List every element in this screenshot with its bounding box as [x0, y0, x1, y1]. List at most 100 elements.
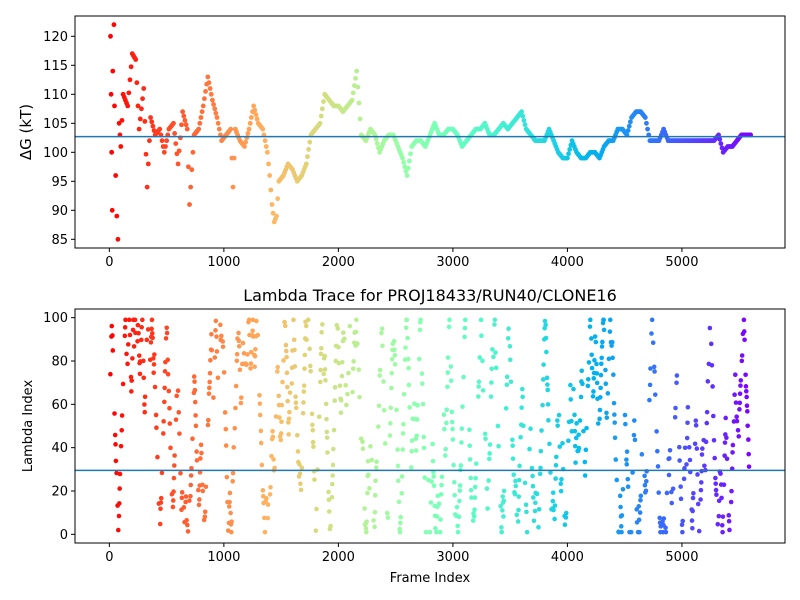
lambda-point — [744, 394, 749, 400]
lambda-point — [170, 504, 176, 510]
lambda-point — [613, 457, 619, 462]
lambda-point — [430, 458, 436, 464]
lambda-x-label: Frame Index — [390, 571, 471, 586]
lambda-point — [592, 334, 598, 339]
lambda-point — [614, 477, 620, 483]
lambda-point — [339, 373, 345, 379]
lambda-point — [310, 427, 316, 433]
dg-point — [275, 196, 281, 202]
lambda-point — [287, 390, 293, 395]
lambda-point — [403, 345, 408, 350]
lambda-point — [284, 370, 290, 376]
dg-point — [180, 109, 186, 115]
dg-point — [357, 116, 363, 122]
lambda-point — [702, 463, 707, 469]
dg-point — [196, 126, 202, 132]
lambda-point — [331, 427, 337, 433]
lambda-point — [371, 518, 376, 523]
lambda-point — [544, 375, 550, 381]
lambda-point — [218, 322, 223, 328]
lambda-point — [278, 437, 284, 443]
lambda-point — [586, 360, 592, 365]
lambda-point — [518, 434, 523, 440]
lambda-point — [149, 317, 155, 323]
lambda-point — [168, 445, 173, 451]
lambda-point — [109, 323, 115, 329]
lambda-point — [530, 495, 536, 500]
lambda-point — [499, 529, 504, 535]
dg-point — [140, 96, 145, 102]
lambda-point — [159, 470, 165, 476]
lambda-point — [135, 322, 141, 328]
lambda-point — [203, 484, 209, 490]
lambda-point — [232, 425, 238, 431]
lambda-y-label: Lambda Index — [21, 380, 36, 473]
lambda-point — [112, 411, 117, 416]
y-tick-label: 115 — [43, 59, 68, 74]
lambda-point — [129, 389, 134, 394]
dg-point — [206, 80, 212, 86]
lambda-point — [572, 412, 577, 418]
dg-point — [111, 22, 117, 28]
lambda-point — [399, 474, 405, 479]
dg-point — [350, 90, 356, 96]
lambda-point — [379, 326, 385, 331]
dg-point — [149, 119, 155, 125]
lambda-x-ticks: 0 1000 2000 3000 4000 5000 — [105, 543, 698, 565]
dg-point — [145, 161, 151, 167]
dg-point — [260, 126, 266, 132]
dg-point — [214, 115, 220, 120]
lambda-point — [141, 358, 146, 364]
lambda-point — [598, 385, 603, 391]
x-tick-label: 2000 — [322, 255, 355, 270]
lambda-point — [226, 504, 232, 509]
lambda-point — [152, 384, 158, 390]
lambda-point — [503, 406, 509, 411]
lambda-point — [569, 418, 574, 424]
lambda-point — [221, 370, 227, 375]
lambda-point — [312, 477, 317, 482]
lambda-point — [238, 400, 244, 406]
lambda-point — [120, 381, 126, 387]
lambda-point — [698, 497, 703, 502]
lambda-point — [391, 338, 397, 344]
lambda-point — [431, 483, 437, 489]
lambda-point — [639, 452, 645, 457]
dg-point — [521, 118, 527, 123]
dg-point — [197, 120, 203, 126]
lambda-point — [388, 421, 393, 426]
dg-point — [198, 115, 204, 120]
dg-point — [264, 149, 270, 155]
dg-point — [126, 90, 132, 96]
lambda-point — [207, 385, 212, 391]
lambda-point — [599, 344, 605, 349]
lambda-point — [165, 371, 171, 377]
lambda-point — [568, 382, 573, 388]
lambda-point — [389, 385, 394, 391]
lambda-point — [444, 420, 449, 426]
lambda-point — [404, 317, 410, 323]
lambda-point — [343, 383, 349, 388]
lambda-point — [405, 335, 410, 341]
lambda-point — [531, 518, 537, 524]
lambda-point — [515, 519, 521, 524]
dg-point — [175, 161, 181, 167]
lambda-point — [730, 442, 736, 448]
lambda-point — [516, 494, 522, 499]
lambda-point — [233, 405, 238, 411]
lambda-point — [389, 370, 395, 376]
lambda-point — [724, 456, 730, 462]
lambda-point — [188, 493, 193, 499]
lambda-point — [552, 516, 557, 522]
lambda-point — [467, 443, 473, 449]
lambda-point — [140, 317, 145, 323]
lambda-point — [618, 504, 623, 510]
lambda-point — [746, 451, 751, 457]
lambda-point — [157, 521, 163, 527]
lambda-point — [197, 470, 203, 475]
lambda-point — [414, 417, 420, 422]
x-tick-label: 1000 — [207, 550, 240, 565]
lambda-point — [519, 405, 524, 410]
lambda-point — [517, 463, 522, 469]
lambda-point — [115, 527, 121, 533]
